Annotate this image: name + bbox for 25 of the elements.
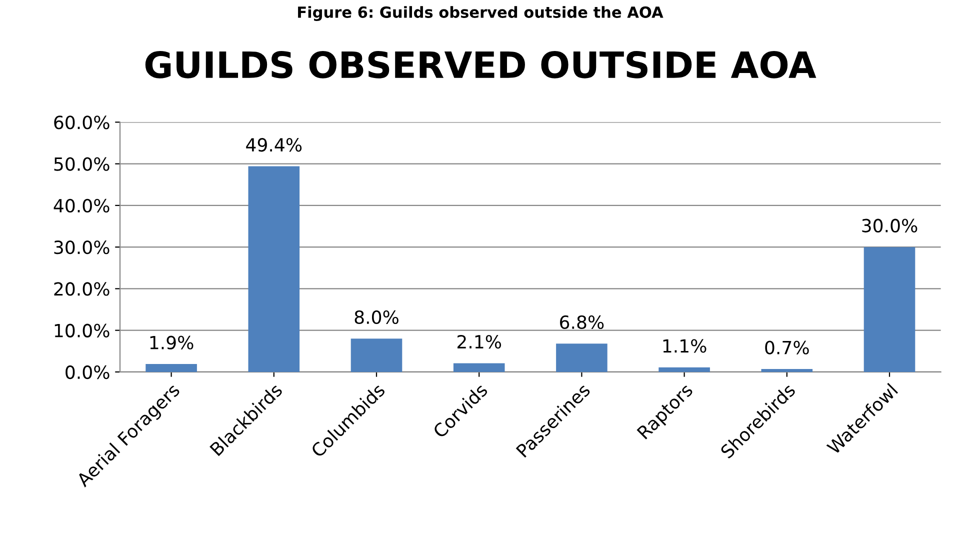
bar (864, 247, 916, 372)
bar (556, 344, 608, 372)
y-tick-label: 0.0% (66, 365, 110, 380)
bar (658, 367, 710, 372)
y-tick-label: 50.0% (54, 157, 110, 171)
y-tick-label: 10.0% (54, 324, 110, 338)
bar (248, 166, 300, 372)
y-tick-label: 60.0% (54, 116, 110, 130)
y-tick-label: 20.0% (54, 282, 110, 296)
caption: Figure 6: Guilds observed outside the AOA (298, 6, 664, 22)
data-label: 0.7% (765, 340, 809, 354)
y-tick-label: 40.0% (54, 198, 110, 213)
data-label: 49.4% (246, 138, 302, 152)
data-label: 2.1% (457, 334, 502, 349)
bar (146, 364, 197, 372)
data-label: 1.9% (150, 336, 194, 350)
data-label: 8.0% (354, 310, 398, 324)
chart-title: GUILDS OBSERVED OUTSIDE AOA (145, 51, 816, 78)
bar (350, 338, 402, 372)
bar (761, 369, 813, 372)
bar (453, 363, 505, 372)
data-label: 30.0% (862, 218, 918, 232)
y-tick-label: 30.0% (54, 240, 110, 254)
data-label: 6.8% (560, 315, 604, 330)
data-label: 1.1% (663, 339, 706, 353)
